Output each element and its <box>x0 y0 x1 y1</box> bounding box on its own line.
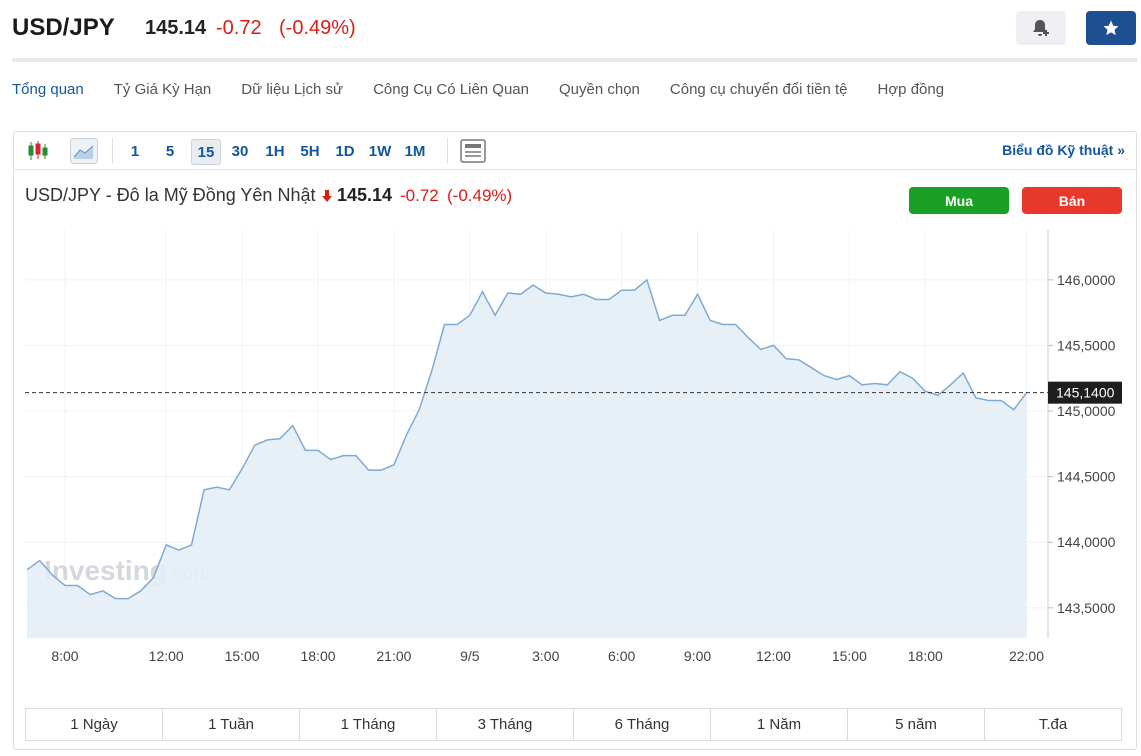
separator <box>447 138 448 164</box>
range-button[interactable]: 5 năm <box>847 709 984 740</box>
separator <box>112 138 113 164</box>
interval-button[interactable]: 1 <box>130 142 140 160</box>
symbol: USD/JPY <box>12 14 115 41</box>
range-button[interactable]: 1 Tháng <box>299 709 436 740</box>
change-percent: (-0.49%) <box>279 17 356 39</box>
tab[interactable]: Hợp đồng <box>877 81 945 98</box>
interval-button[interactable]: 5 <box>165 142 175 160</box>
interval-button[interactable]: 1W <box>368 142 392 160</box>
tab[interactable]: Tổng quan <box>12 81 84 98</box>
quote-change-percent: (-0.49%) <box>447 186 513 205</box>
interval-button[interactable]: 30 <box>231 142 249 160</box>
alert-button[interactable] <box>1016 11 1066 45</box>
range-bar: 1 Ngày 1 Tuần 1 Tháng 3 Tháng 6 Tháng 1 Năm 5 … <box>25 708 1122 741</box>
range-button[interactable]: 1 Năm <box>710 709 847 740</box>
sell-button[interactable]: Bán <box>1022 187 1122 214</box>
chart-toolbar <box>13 131 1137 170</box>
news-icon[interactable] <box>460 138 486 164</box>
interval-button[interactable]: 5H <box>300 142 320 160</box>
quote-title: USD/JPY - Đô la Mỹ Đồng Yên Nhật <box>25 185 316 205</box>
price: 145.14 <box>145 17 207 39</box>
tab[interactable]: Dữ liệu Lịch sử <box>241 81 344 98</box>
range-button[interactable]: 3 Tháng <box>436 709 573 740</box>
area-icon[interactable] <box>70 138 98 164</box>
chart-panel <box>13 131 1137 750</box>
candle-icon[interactable] <box>26 139 50 163</box>
range-button[interactable]: T.đa <box>984 709 1121 740</box>
buy-button[interactable]: Mua <box>909 187 1009 214</box>
quote-price: 145.14 <box>337 185 393 205</box>
interval-button[interactable]: 1M <box>404 142 426 160</box>
tab-bar: Tổng quan Tỷ Giá Kỳ Hạn Dữ liệu Lịch sử Côn… <box>12 81 944 98</box>
tab[interactable]: Tỷ Giá Kỳ Hạn <box>113 81 212 98</box>
down-arrow <box>322 190 332 202</box>
range-button[interactable]: 1 Tuần <box>162 709 299 740</box>
watchlist-button[interactable] <box>1086 11 1136 45</box>
tab[interactable]: Công Cụ Có Liên Quan <box>373 81 529 98</box>
interval-button[interactable]: 15 <box>191 139 221 165</box>
tab[interactable]: Quyền chọn <box>559 81 640 98</box>
technical-chart-link[interactable]: Biểu đồ Kỹ thuật » <box>1002 142 1125 158</box>
tab[interactable]: Công cụ chuyển đổi tiền tệ <box>669 81 848 98</box>
divider <box>12 58 1137 62</box>
range-button[interactable]: 1 Ngày <box>70 716 118 733</box>
interval-button[interactable]: 1D <box>335 142 355 160</box>
quote-change: -0.72 <box>400 186 439 205</box>
interval-button[interactable]: 1H <box>265 142 285 160</box>
change: -0.72 <box>216 17 262 39</box>
range-button[interactable]: 6 Tháng <box>573 709 710 740</box>
